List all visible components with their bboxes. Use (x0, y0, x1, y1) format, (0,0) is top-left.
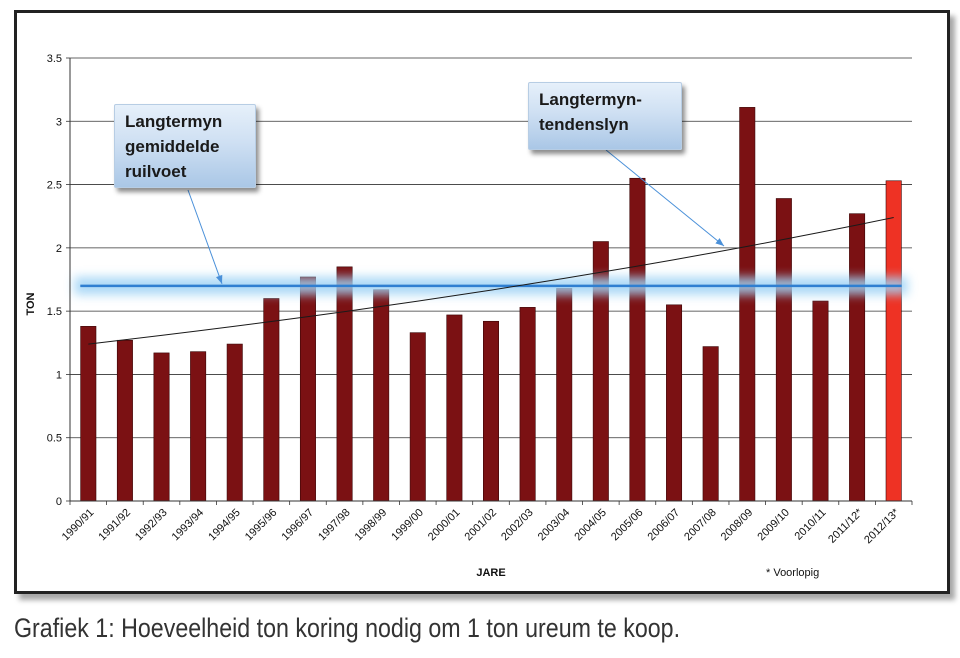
bar (629, 177, 646, 502)
bar (775, 198, 792, 502)
x-tick-label: 2006/07 (646, 507, 683, 544)
average-callout-arrow (187, 189, 223, 284)
x-tick-label: 1997/98 (316, 507, 353, 544)
x-tick-label: 2003/04 (536, 507, 573, 544)
x-tick-label: 1993/94 (170, 507, 207, 544)
bar (373, 289, 390, 502)
y-tick-label: 2 (56, 243, 62, 255)
x-tick-label: 2005/06 (609, 507, 646, 544)
trend-line (88, 217, 894, 345)
callout-arrows (187, 149, 725, 284)
bar (190, 351, 207, 502)
bar (80, 326, 97, 502)
x-tick-label: 2010/11 (793, 507, 829, 543)
bar (116, 339, 133, 502)
x-tick-label: 1999/00 (389, 507, 426, 544)
trend-callout-arrow-head (715, 238, 724, 246)
y-tick-label: 3.5 (47, 53, 62, 65)
bar (446, 314, 463, 502)
x-tick-label: 1996/97 (279, 507, 316, 544)
x-tick-label: 2004/05 (572, 507, 609, 544)
bar (849, 213, 866, 502)
bar (556, 288, 573, 502)
bar (299, 276, 316, 502)
trend-callout: Langtermyn- tendenslyn (528, 82, 682, 150)
x-tick-label: 1995/96 (243, 507, 280, 544)
bar (336, 266, 353, 502)
bar (226, 343, 243, 502)
y-tick-label: 1.5 (47, 306, 62, 318)
y-axis-label: TON (25, 292, 37, 315)
x-tick-label: 2000/01 (426, 507, 463, 544)
x-tick-label: 2007/08 (682, 507, 719, 544)
bars (80, 107, 902, 502)
figure-caption: Grafiek 1: Hoeveelheid ton koring nodig … (14, 613, 681, 643)
y-tick-label: 0 (56, 496, 62, 508)
trend-callout-arrow (605, 149, 725, 247)
y-tick-label: 1 (56, 369, 62, 381)
x-tick-label: 1990/91 (60, 507, 97, 544)
x-tick-label: 1998/99 (353, 507, 390, 544)
bar (812, 300, 829, 502)
x-tick-label: 2002/03 (499, 507, 536, 544)
x-tick-label: 1994/95 (206, 507, 243, 544)
bar (739, 107, 756, 502)
overlay-lines (74, 217, 908, 345)
average-callout: Langtermyn gemiddelde ruilvoet (114, 104, 256, 188)
provisional-footnote: * Voorlopig (766, 567, 819, 579)
bar (885, 180, 902, 502)
x-tick-label: 2009/10 (755, 507, 792, 544)
x-tick-label: 1991/92 (96, 507, 133, 544)
bar (153, 352, 170, 502)
x-axis-label: JARE (476, 567, 505, 579)
y-tick-label: 3 (56, 116, 62, 128)
bar (263, 298, 280, 502)
x-tick-label: 1992/93 (133, 507, 170, 544)
average-callout-arrow-head (216, 274, 223, 284)
bar (666, 304, 683, 502)
bar (702, 346, 719, 502)
bar (519, 307, 536, 502)
x-tick-label: 2001/02 (463, 507, 500, 544)
y-tick-label: 2.5 (47, 180, 62, 192)
bar (483, 320, 499, 502)
axes (66, 57, 913, 505)
y-tick-label: 0.5 (47, 433, 62, 445)
x-tick-label: 2008/09 (719, 507, 756, 544)
x-tick-label: 2012/13* (862, 506, 902, 546)
bar (409, 332, 426, 502)
x-tick-label: 2011/12* (826, 506, 866, 546)
